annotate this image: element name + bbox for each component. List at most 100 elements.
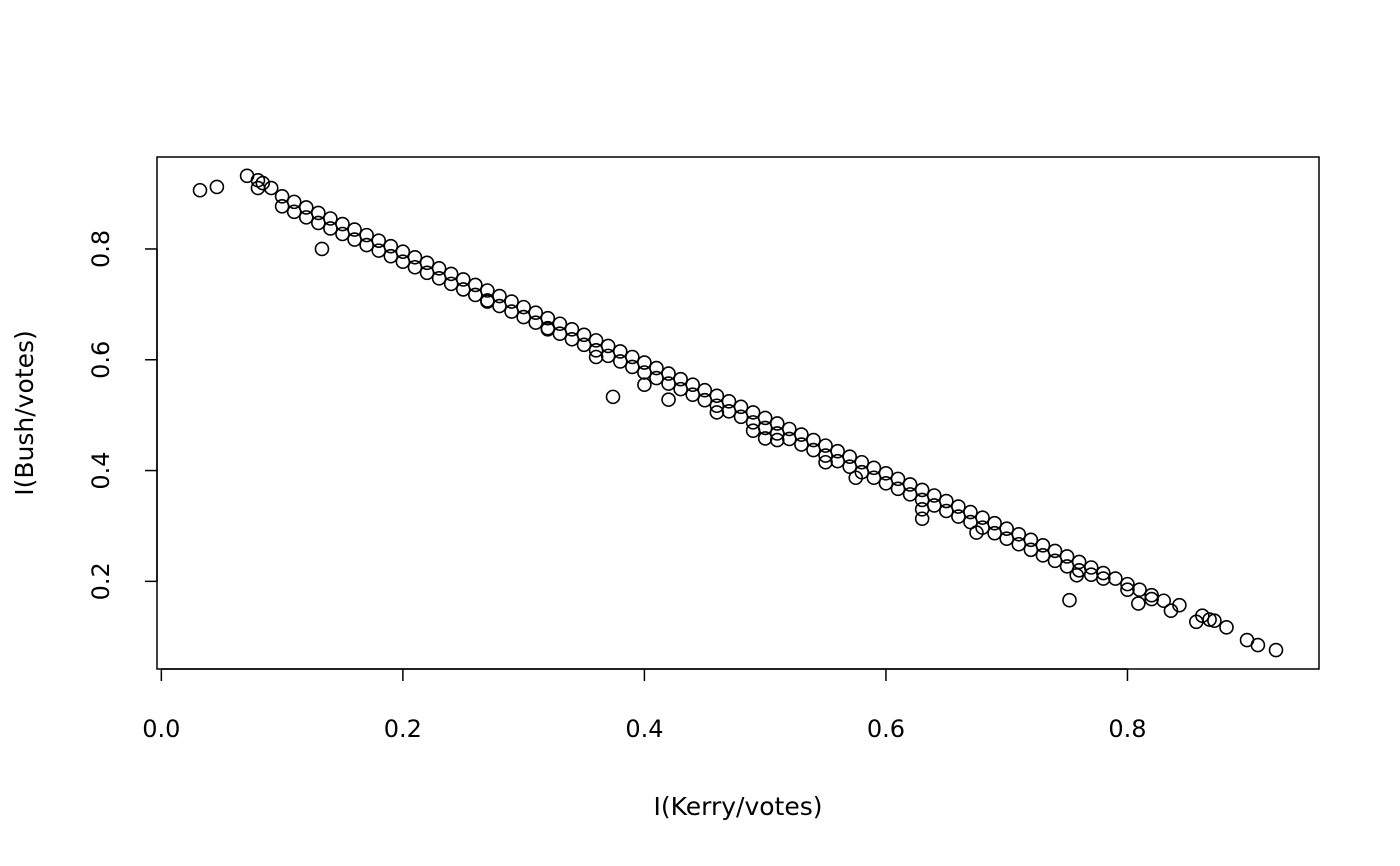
data-point [757,410,773,426]
data-point [769,416,785,431]
data-point [878,466,894,481]
data-point [661,392,676,407]
data-point [371,243,387,258]
data-point [419,265,435,281]
data-point [209,179,225,195]
y-tick-label: 0.8 [87,230,115,268]
data-point [697,392,713,408]
data-point [1047,543,1063,559]
data-point [1047,553,1063,569]
data-point [255,175,271,191]
data-point [492,298,507,314]
data-point [1156,593,1171,609]
data-point [637,355,652,370]
data-point [576,327,592,343]
data-point [1172,597,1187,613]
data-point [745,423,761,438]
data-point [480,283,495,298]
data-point [649,370,664,386]
data-point [661,376,676,391]
data-point [939,493,954,509]
data-point [516,299,531,315]
data-point [782,431,797,447]
data-point [504,304,519,319]
data-point [1011,536,1027,552]
data-point [605,389,621,405]
data-point [1131,596,1146,611]
data-point [192,182,208,198]
data-point [323,221,338,236]
data-point [443,276,459,292]
data-point [600,348,616,364]
data-point [468,287,483,303]
data-point [347,222,362,237]
data-point [709,388,725,404]
data-point [890,481,906,497]
data-point [286,194,302,210]
data-point [504,294,519,309]
y-tick-label: 0.2 [87,562,115,600]
x-tick-label: 0.2 [384,715,422,743]
data-point [709,405,725,420]
data-point [902,477,918,492]
data-point [612,344,628,359]
data-point [250,180,266,196]
data-point [540,310,556,326]
data-point [866,460,882,476]
y-axis: 0.2 0.4 0.6 0.8 [87,230,158,600]
data-point [721,403,737,419]
data-point [395,244,411,260]
data-point [564,321,580,337]
data-point [951,509,966,524]
data-point [733,409,749,425]
data-point [769,432,785,448]
data-point [818,454,833,470]
data-point [733,399,749,415]
data-point [794,437,809,452]
x-tick-label: 0.8 [1108,715,1146,743]
data-point [1132,582,1147,597]
data-point [866,470,882,486]
data-point [685,387,701,402]
data-point [480,294,495,309]
data-point [1096,565,1111,581]
data-point [311,215,326,231]
data-point [468,277,483,293]
data-point [383,248,399,264]
data-point [806,432,821,448]
data-point [625,359,640,375]
data-point [455,272,471,287]
data-point [926,488,942,503]
data-point [1069,567,1085,583]
data-point [963,504,978,520]
data-point [673,381,688,397]
data-point [685,377,701,392]
data-point [323,211,338,226]
data-point [842,449,858,465]
data-point [335,226,350,242]
data-point [1108,571,1123,586]
data-point [540,321,556,337]
data-point [371,233,387,248]
data-point [914,482,930,498]
data-point [926,498,942,513]
data-point [286,204,302,220]
data-point [455,282,471,297]
data-point [951,499,966,514]
y-tick-label: 0.4 [87,451,115,489]
x-axis: 0.0 0.2 0.4 0.6 0.8 [142,668,1147,743]
data-point [1207,613,1222,628]
data-point [419,255,435,271]
data-point [697,382,713,398]
data-point [637,377,652,392]
data-point [890,471,906,487]
data-point [347,232,362,247]
data-point [999,531,1015,547]
data-point [298,200,314,215]
data-point [335,216,350,232]
data-point [1250,637,1266,653]
data-point [637,365,652,380]
data-point [1011,526,1027,542]
y-tick-label: 0.6 [87,341,115,379]
data-point [975,510,990,525]
